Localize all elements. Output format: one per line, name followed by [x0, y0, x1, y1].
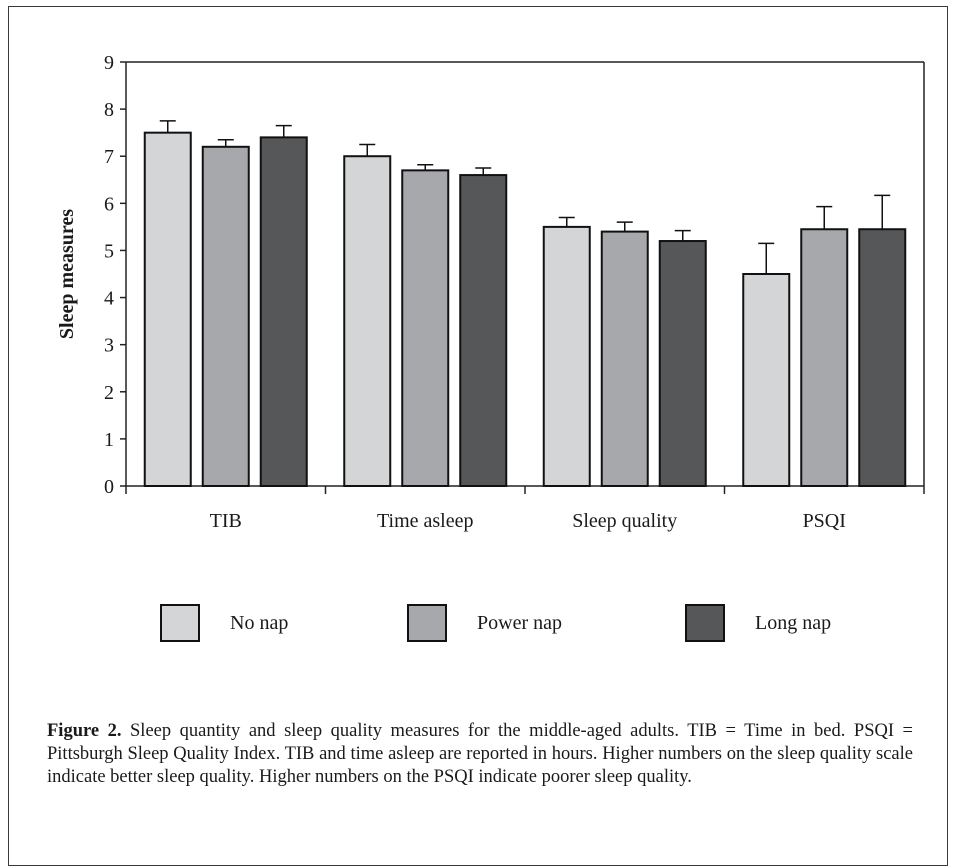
- bar: [742, 273, 791, 487]
- bar: [201, 145, 250, 488]
- x-category-label: Sleep quality: [572, 510, 677, 532]
- legend-item-long-nap: Long nap: [685, 602, 831, 644]
- bar: [800, 228, 849, 487]
- y-tick-label: 4: [104, 288, 114, 310]
- y-tick-label: 5: [104, 240, 114, 262]
- y-tick-label: 3: [104, 335, 114, 357]
- bar: [401, 169, 450, 487]
- y-tick-label: 1: [104, 429, 114, 451]
- y-tick-label: 8: [104, 99, 114, 121]
- legend-swatch-power-nap: [407, 604, 447, 642]
- bar: [459, 174, 508, 487]
- bar: [600, 230, 649, 487]
- caption-text: Sleep quantity and sleep quality measure…: [47, 721, 913, 787]
- y-tick-label: 7: [104, 146, 114, 168]
- bar: [658, 240, 707, 487]
- bar: [343, 155, 392, 487]
- legend-swatch-long-nap: [685, 604, 725, 642]
- y-tick-label: 0: [104, 476, 114, 498]
- caption-label: Figure 2.: [47, 721, 122, 741]
- legend-label-long-nap: Long nap: [755, 611, 832, 634]
- legend-label-power-nap: Power nap: [477, 611, 562, 634]
- legend-item-no-nap: No nap: [160, 602, 288, 644]
- x-category-label: PSQI: [803, 510, 846, 532]
- y-tick-label: 2: [104, 382, 114, 404]
- y-axis-title: Sleep measures: [56, 209, 78, 339]
- bar: [143, 131, 192, 488]
- bar: [542, 225, 591, 487]
- bar-chart: 0 1 2 3 4 5 6 7 8 9 Sleep measures TIB Time asleep Sl…: [56, 52, 925, 532]
- x-category-label: TIB: [210, 510, 242, 532]
- y-tick-label: 9: [104, 52, 114, 74]
- bar: [858, 228, 907, 487]
- legend-label-no-nap: No nap: [230, 611, 289, 634]
- y-tick-label: 6: [104, 193, 114, 215]
- bar: [259, 136, 308, 487]
- legend-swatch-no-nap: [160, 604, 200, 642]
- figure-caption: Figure 2. Sleep quantity and sleep quali…: [47, 720, 913, 789]
- legend-item-power-nap: Power nap: [407, 602, 562, 644]
- x-category-label: Time asleep: [377, 510, 473, 532]
